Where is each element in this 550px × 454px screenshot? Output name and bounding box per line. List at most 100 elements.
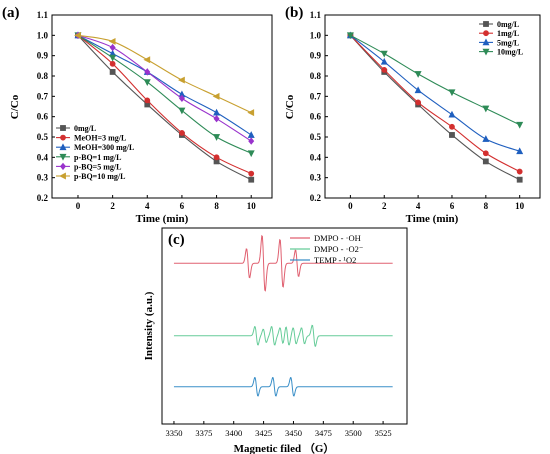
a-data-point <box>74 31 81 39</box>
b-legend-marker <box>482 48 490 56</box>
b-ytick-label: 0.3 <box>310 173 322 183</box>
a-data-point <box>108 37 116 45</box>
a-ytick-label: 0.4 <box>37 152 49 162</box>
a-legend-label: MeOH=3 mg/L <box>74 134 126 143</box>
a-data-point <box>179 130 185 136</box>
panel-c-xlabel: Magnetic filed （G） <box>234 442 335 454</box>
b-legend-marker <box>483 30 489 37</box>
a-legend-marker <box>59 143 67 151</box>
b-ytick-label: 0.7 <box>310 91 322 101</box>
c-legend-label: TEMP - ¹O2 <box>314 255 356 265</box>
b-data-point <box>380 50 388 58</box>
a-legend-marker <box>59 153 67 161</box>
b-xtick-label: 6 <box>450 201 455 211</box>
c-spectrum-line <box>173 377 393 397</box>
b-ytick-label: 1.0 <box>310 30 322 40</box>
a-ytick-label: 0.5 <box>37 132 49 142</box>
a-data-point <box>109 43 116 52</box>
a-data-point <box>109 60 116 67</box>
a-legend-marker <box>59 172 66 180</box>
a-data-point <box>144 68 151 76</box>
b-data-point <box>448 89 456 97</box>
a-legend-label: p-BQ=10 mg/L <box>74 172 125 181</box>
c-xtick-label: 3400 <box>225 428 242 438</box>
b-data-point <box>482 158 489 165</box>
b-legend-label: 0mg/L <box>497 20 519 29</box>
b-data-point <box>516 176 523 183</box>
b-legend-label: 5mg/L <box>497 38 519 47</box>
b-data-point <box>482 135 490 142</box>
c-xtick-label: 3475 <box>315 428 332 438</box>
b-data-point <box>449 123 455 130</box>
a-xtick-label: 4 <box>145 201 150 211</box>
a-ytick-label: 0.7 <box>37 91 49 101</box>
a-xtick-label: 8 <box>214 201 219 211</box>
panel-a-frame <box>51 14 273 199</box>
a-data-point <box>144 97 151 104</box>
b-data-point <box>415 99 422 106</box>
a-data-point <box>109 54 117 62</box>
a-series-line <box>77 34 252 142</box>
a-legend-label: 0mg/L <box>74 124 96 133</box>
panel-c-label: (c) <box>168 232 185 248</box>
a-data-point <box>213 134 221 141</box>
a-ytick-label: 0.8 <box>37 71 49 81</box>
b-data-point <box>516 121 524 129</box>
b-ytick-label: 0.9 <box>310 51 322 61</box>
b-series-line <box>349 34 520 181</box>
b-data-point <box>482 105 490 113</box>
a-legend-marker <box>60 162 66 171</box>
a-series-line <box>77 34 252 181</box>
a-legend-marker <box>60 125 66 131</box>
a-xtick-label: 2 <box>110 201 115 211</box>
b-series-line <box>350 34 520 152</box>
a-data-point <box>178 76 185 84</box>
b-xtick-label: 10 <box>515 201 525 211</box>
b-data-point <box>482 150 489 157</box>
b-data-point <box>346 32 354 40</box>
b-data-point <box>516 168 523 175</box>
c-spectrum-line <box>173 324 393 347</box>
a-data-point <box>213 154 220 161</box>
b-ytick-label: 0.6 <box>310 112 322 122</box>
a-data-point <box>143 79 151 86</box>
panel-b-xlabel: Time (min) <box>406 213 459 225</box>
a-data-point <box>248 176 255 183</box>
a-series-line <box>77 34 252 175</box>
a-series-line <box>77 34 252 154</box>
a-ytick-label: 0.3 <box>37 173 49 183</box>
b-xtick-label: 8 <box>484 201 489 211</box>
a-data-point <box>247 150 255 158</box>
b-data-point <box>414 86 422 94</box>
b-ytick-label: 0.2 <box>310 193 322 203</box>
b-ytick-label: 0.4 <box>310 152 322 162</box>
c-xtick-label: 3450 <box>285 428 302 438</box>
c-xtick-label: 3425 <box>255 428 272 438</box>
b-legend-label: 10mg/L <box>497 48 523 57</box>
a-data-point <box>247 131 255 138</box>
b-data-point <box>414 71 422 78</box>
b-ytick-label: 0.5 <box>310 132 322 142</box>
b-data-point <box>516 147 524 155</box>
b-ytick-label: 1.1 <box>310 10 322 20</box>
panel-c-frame <box>161 227 408 425</box>
a-legend-label: p-BQ=5 mg/L <box>74 162 121 171</box>
c-xtick-label: 3375 <box>195 428 212 438</box>
a-legend-label: MeOH=300 mg/L <box>74 143 134 152</box>
panel-a-series <box>74 31 255 183</box>
a-legend-marker <box>60 134 66 141</box>
panel-b-label: (b) <box>285 5 303 21</box>
c-xtick-label: 3525 <box>375 428 392 438</box>
b-xtick-label: 4 <box>416 201 421 211</box>
a-ytick-label: 0.9 <box>37 51 49 61</box>
a-data-point <box>213 108 221 116</box>
b-data-point <box>381 67 388 73</box>
panel-a-ylabel: C/Co <box>9 94 21 119</box>
a-ytick-label: 1.0 <box>37 30 49 40</box>
a-series-line <box>77 34 252 114</box>
panel-b-ylabel: C/Co <box>284 94 296 119</box>
